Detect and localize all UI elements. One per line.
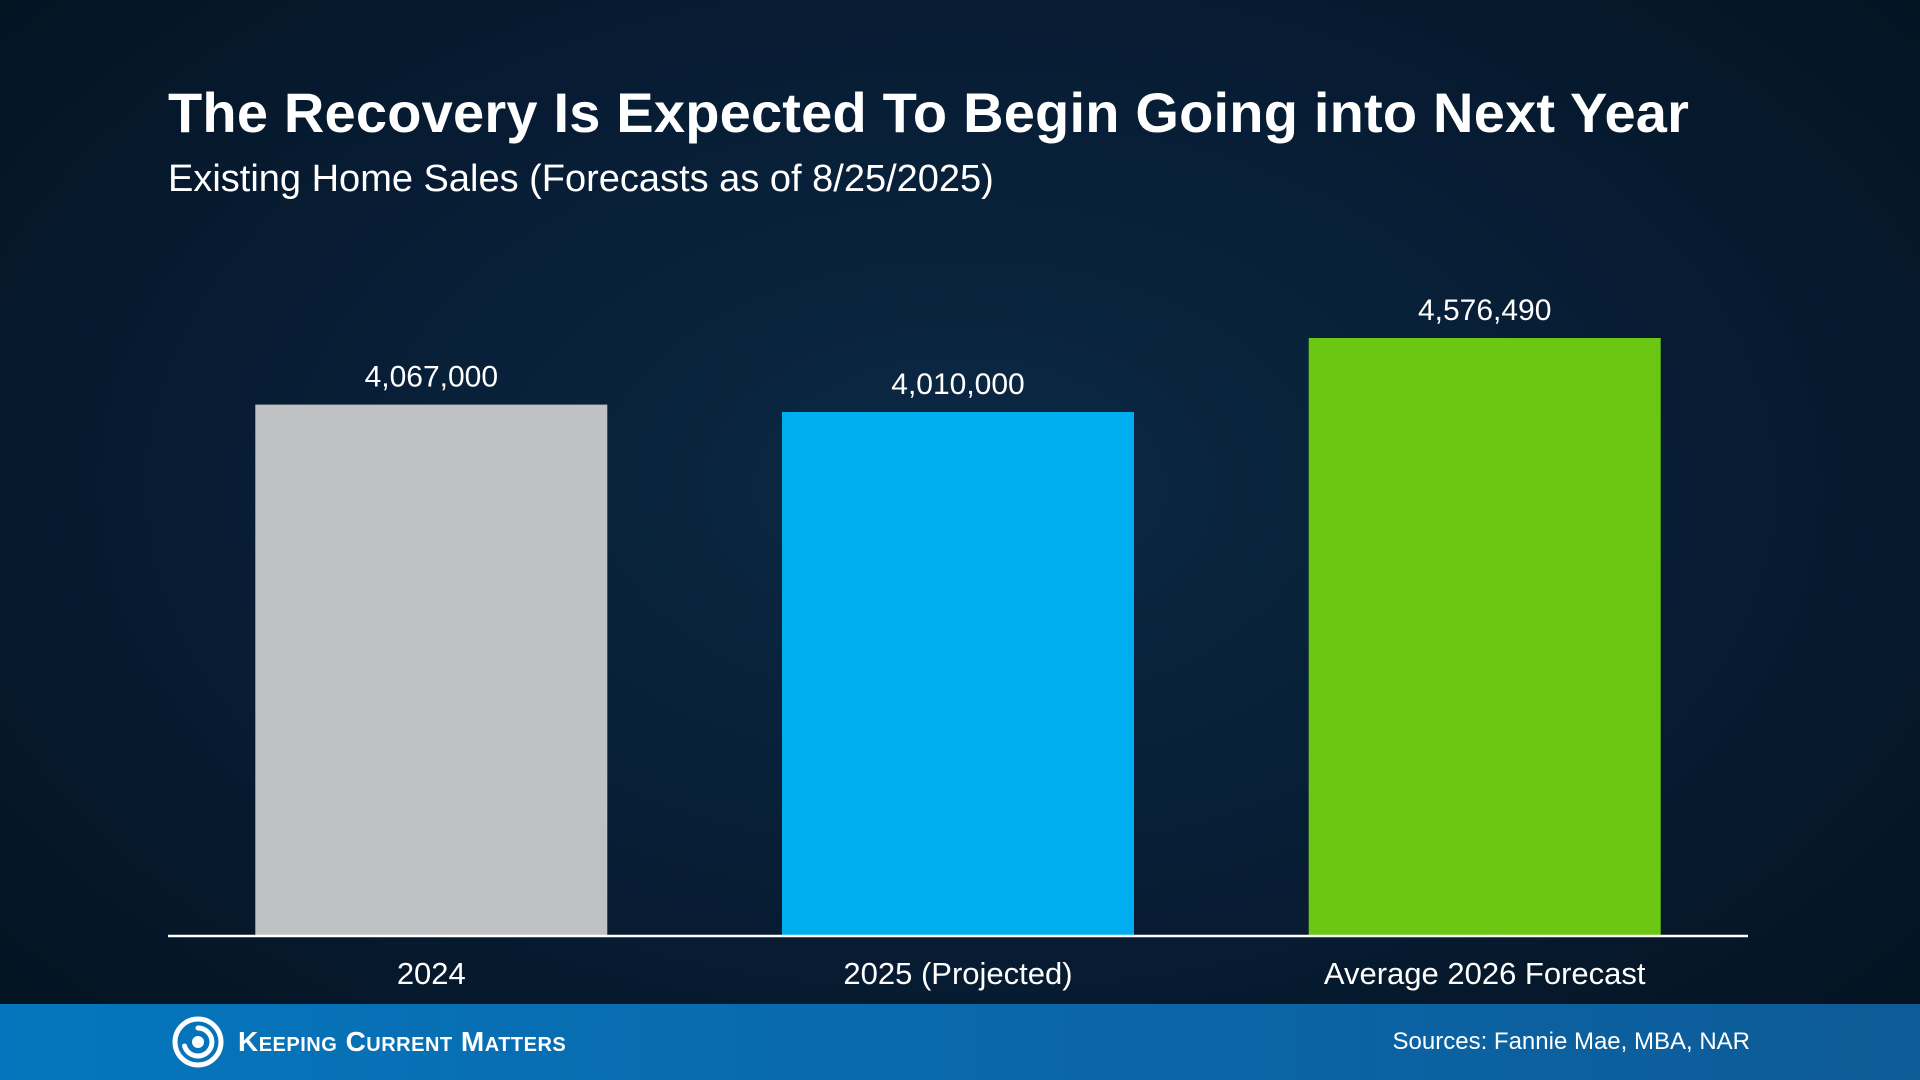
page-title: The Recovery Is Expected To Begin Going … [168, 81, 1690, 144]
data-label-3: 4,576,490 [1418, 294, 1551, 327]
sources-note: Sources: Fannie Mae, MBA, NAR [1392, 1028, 1750, 1055]
footer-bar: Keeping Current Matters Sources: Fannie … [0, 1004, 1920, 1080]
x-tick-label-2: 2025 (Projected) [843, 956, 1072, 991]
page-subtitle: Existing Home Sales (Forecasts as of 8/2… [168, 158, 994, 200]
brand-logo: Keeping Current Matters [172, 1016, 566, 1068]
x-tick-label-1: 2024 [397, 956, 466, 991]
bar-3 [1308, 338, 1661, 936]
bar-2 [782, 412, 1134, 936]
x-tick-label-3: Average 2026 Forecast [1324, 956, 1646, 991]
data-label-1: 4,067,000 [365, 361, 498, 394]
bar-chart: 4,067,000 2024 4,010,000 2025 (Projected) 4,… [255, 294, 1661, 991]
swirl-logo-icon [172, 1016, 224, 1068]
brand-name: Keeping Current Matters [238, 1026, 567, 1057]
bar-1 [255, 404, 608, 937]
data-label-2: 4,010,000 [891, 368, 1024, 401]
